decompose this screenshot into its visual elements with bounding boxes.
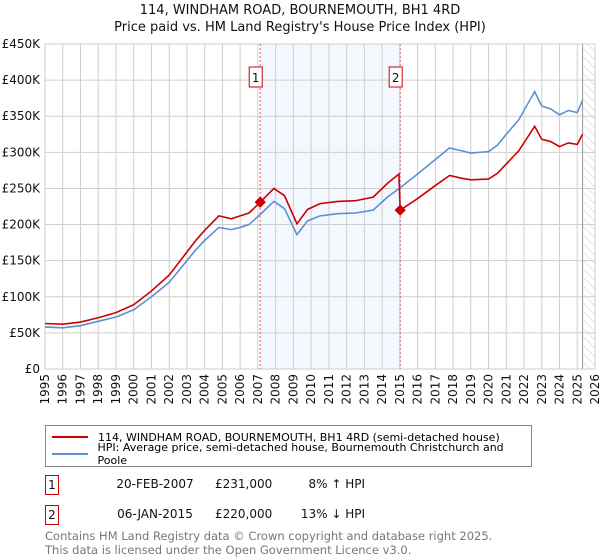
price-chart: 1995 1996 1997 1998 1999 2000 2001 2002 2003 2004… (2, 37, 600, 405)
sale-date: 06-JAN-2015 (117, 507, 193, 521)
x-tick-label: 1996 (56, 374, 70, 405)
y-tick-label: £450K (2, 37, 42, 51)
legend-label: 114, WINDHAM ROAD, BOURNEMOUTH, BH1 4RD … (98, 430, 500, 444)
x-tick-label: 1999 (109, 374, 123, 405)
legend-red-line (52, 436, 88, 438)
y-tick-label: £350K (2, 109, 42, 123)
sale-hpi-diff: 8% ↑ HPI (308, 477, 365, 491)
y-tick-label: £200K (2, 218, 42, 232)
price-paid-line (44, 124, 584, 326)
hpi-line (44, 89, 584, 329)
sale-label: 1 (252, 71, 260, 85)
footer-licence: This data is licensed under the Open Gov… (45, 543, 412, 557)
sale-marker-badge: 2 (45, 505, 59, 525)
y-tick-label: £100K (2, 290, 42, 304)
x-tick-label: 2023 (535, 374, 549, 405)
y-tick-label: £150K (2, 254, 42, 268)
sale-marker-badge: 1 (45, 475, 59, 495)
sale-point (394, 204, 406, 216)
x-tick-label: 2020 (482, 374, 496, 405)
x-tick-label: 2002 (162, 374, 176, 405)
legend-item-hpi: HPI: Average price, semi-detached house,… (52, 441, 531, 467)
x-tick-label: 2017 (428, 374, 442, 405)
sale-point (254, 196, 266, 208)
x-tick-label: 2025 (570, 374, 584, 405)
x-tick-label: 2022 (517, 374, 531, 405)
footer-copyright: Contains HM Land Registry data © Crown c… (45, 529, 493, 543)
x-tick-label: 1998 (91, 374, 105, 405)
x-tick-label: 2000 (127, 374, 141, 405)
y-tick-label: £300K (2, 145, 42, 159)
x-tick-label: 2006 (233, 374, 247, 405)
sale-label-box (388, 66, 403, 88)
chart-subtitle: Price paid vs. HM Land Registry's House … (114, 20, 486, 35)
x-tick-label: 2015 (393, 374, 407, 405)
y-tick-label: £0 (25, 362, 40, 376)
sale-label: 2 (392, 71, 400, 85)
x-tick-label: 2013 (357, 374, 371, 405)
x-tick-label: 2021 (499, 374, 513, 405)
y-tick-label: £50K (9, 326, 41, 340)
x-tick-label: 2003 (180, 374, 194, 405)
sale-hpi-diff: 13% ↓ HPI (300, 507, 365, 521)
legend: 114, WINDHAM ROAD, BOURNEMOUTH, BH1 4RD … (45, 425, 532, 467)
sale-date: 20-FEB-2007 (116, 477, 194, 491)
x-tick-label: 2008 (269, 374, 283, 405)
chart-title: 114, WINDHAM ROAD, BOURNEMOUTH, BH1 4RD (139, 3, 461, 18)
x-tick-label: 2009 (286, 374, 300, 405)
x-tick-label: 2014 (375, 374, 389, 405)
x-tick-label: 1997 (73, 374, 87, 405)
x-tick-label: 2011 (322, 374, 336, 405)
x-tick-label: 2019 (464, 374, 478, 405)
legend-item-property: 114, WINDHAM ROAD, BOURNEMOUTH, BH1 4RD … (52, 429, 500, 445)
forecast-hatch (582, 44, 595, 369)
x-tick-label: 2005 (215, 374, 229, 405)
x-tick-label: 2026 (588, 374, 600, 405)
x-tick-label: 2004 (198, 374, 212, 405)
sale-price: £220,000 (215, 507, 273, 521)
x-tick-label: 2016 (411, 374, 425, 405)
sale-label-box (248, 66, 263, 88)
y-tick-label: £400K (2, 73, 42, 87)
plot-frame (44, 43, 596, 370)
sale-price: £231,000 (215, 477, 273, 491)
x-tick-label: 2007 (251, 374, 265, 405)
x-tick-label: 2024 (553, 374, 567, 405)
x-tick-label: 2012 (340, 374, 354, 405)
x-tick-label: 2018 (446, 374, 460, 405)
y-tick-label: £250K (2, 181, 42, 195)
x-tick-label: 1995 (38, 374, 52, 405)
legend-blue-line (52, 453, 88, 455)
legend-label: HPI: Average price, semi-detached house,… (97, 441, 504, 467)
x-tick-label: 2010 (304, 374, 318, 405)
x-tick-label: 2001 (144, 374, 158, 405)
